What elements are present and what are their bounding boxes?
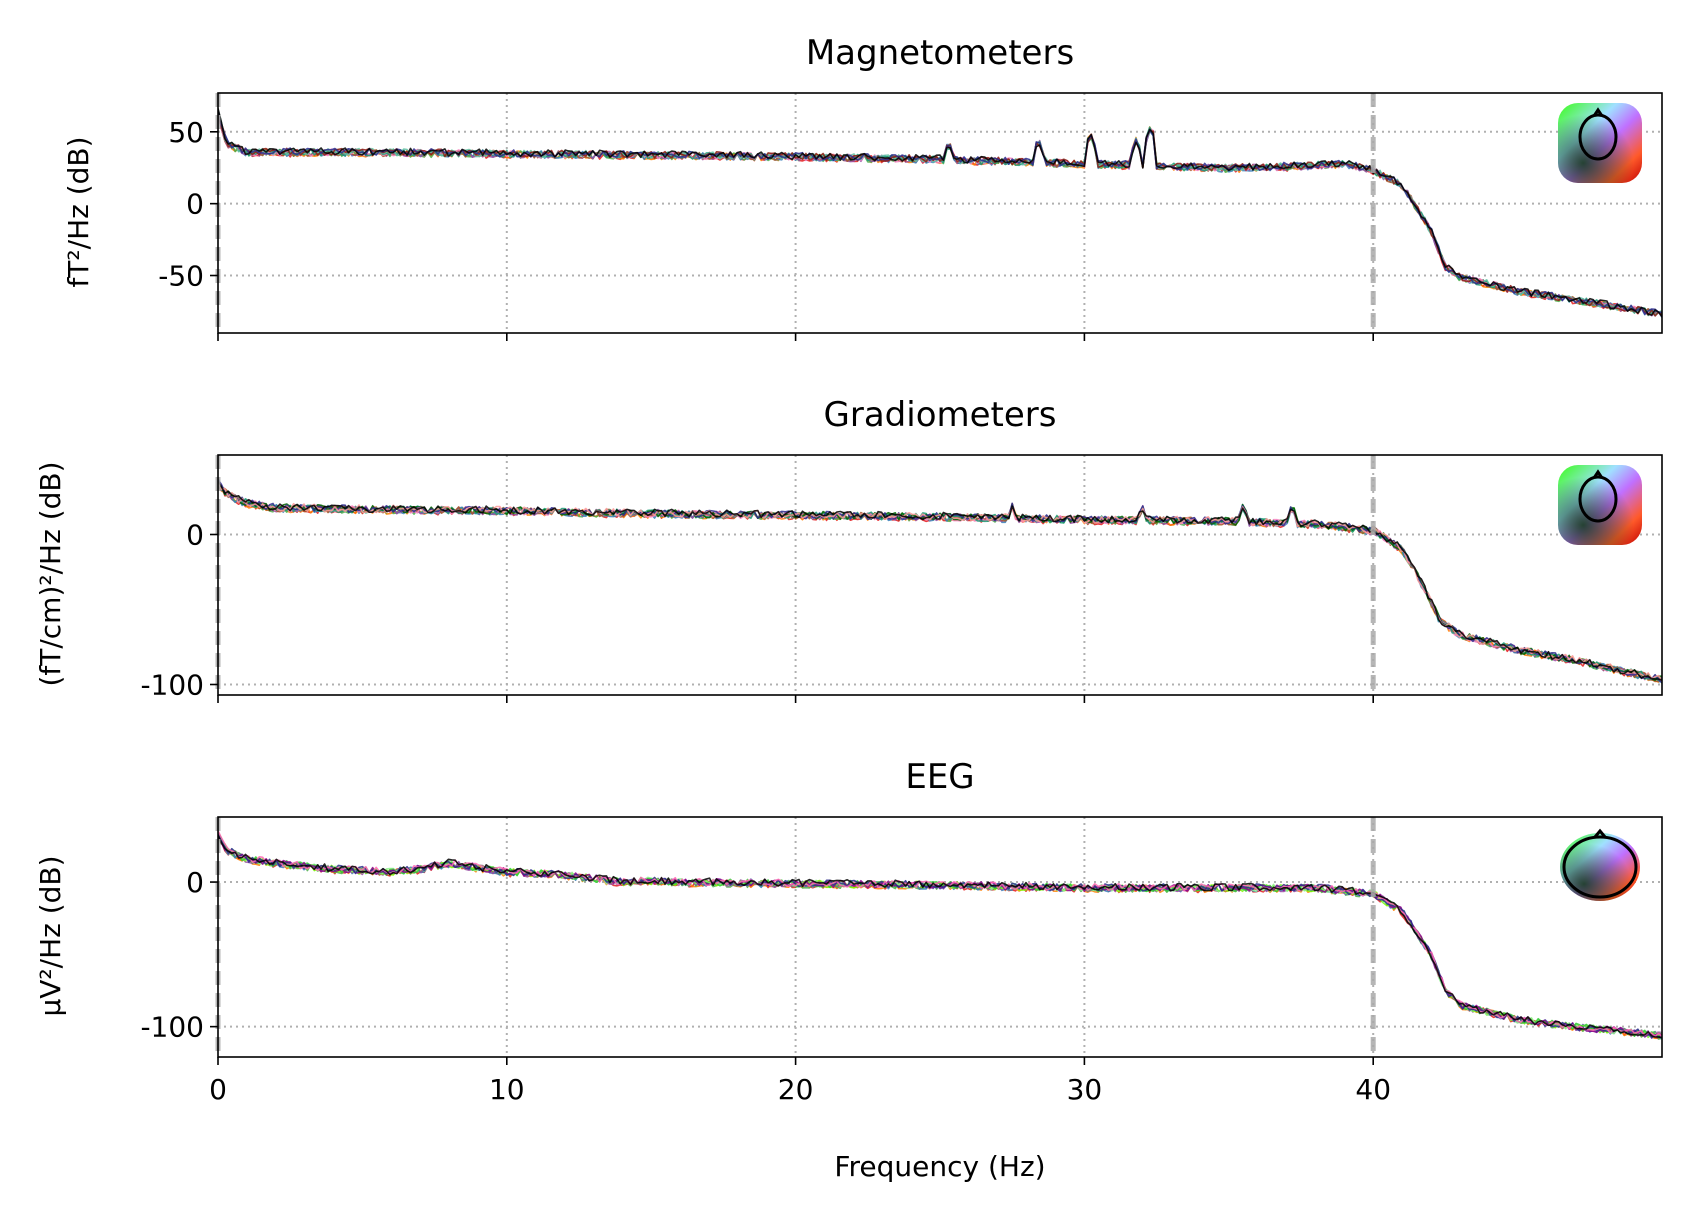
sensor-trace [218, 110, 1662, 315]
panel-gradiometers: Gradiometers (fT/cm)²/Hz (dB) 0 -100 [34, 395, 1663, 703]
sensor-trace [218, 111, 1662, 315]
x-tick-label: 20 [778, 1073, 814, 1106]
axes-frame [217, 454, 1663, 696]
sensor-trace [218, 837, 1662, 1040]
sensor-trace [218, 113, 1662, 317]
sensor-trace [218, 108, 1662, 318]
y-tick-label: 0 [186, 866, 204, 899]
sensor-trace [218, 835, 1662, 1040]
y-tick-label: -100 [140, 1011, 204, 1044]
y-axis-label: (fT/cm)²/Hz (dB) [34, 461, 67, 686]
y-tick-label: 0 [186, 519, 204, 552]
sensor-trace [218, 836, 1662, 1039]
sensor-trace [218, 111, 1662, 317]
sensor-trace [218, 113, 1662, 317]
x-tick-label: 0 [209, 1073, 227, 1106]
traces [218, 108, 1662, 318]
sensor-trace [218, 109, 1662, 317]
panel-title: EEG [905, 757, 974, 797]
y-tick-label: -50 [158, 260, 204, 293]
x-tick-label: 40 [1355, 1073, 1391, 1106]
sensor-trace [218, 110, 1662, 316]
axes-frame [217, 92, 1663, 334]
y-tick-label: 50 [168, 116, 204, 149]
sensor-topomap-inset [1560, 828, 1640, 901]
y-tick-label: 0 [186, 188, 204, 221]
axes-frame [217, 816, 1663, 1058]
sensor-topomap-inset [1558, 103, 1642, 183]
panel-title: Magnetometers [806, 33, 1074, 73]
traces [218, 830, 1662, 1040]
sensor-trace [218, 109, 1662, 315]
sensor-trace [218, 480, 1662, 681]
panel-title: Gradiometers [824, 395, 1057, 435]
y-axis-label: fT²/Hz (dB) [62, 136, 95, 287]
sensor-trace [218, 834, 1662, 1039]
y-axis-label: μV²/Hz (dB) [34, 855, 67, 1016]
sensor-topomap-inset [1558, 465, 1642, 545]
sensor-trace [218, 115, 1662, 318]
sensor-trace [218, 114, 1662, 317]
x-tick-label: 10 [489, 1073, 525, 1106]
x-tick-label: 30 [1067, 1073, 1103, 1106]
panel-magnetometers: Magnetometers fT²/Hz (dB) 50 0 -50 [62, 33, 1663, 341]
sensor-trace [218, 112, 1662, 317]
traces [218, 478, 1662, 684]
y-tick-label: -100 [140, 669, 204, 702]
x-axis-label: Frequency (Hz) [834, 1150, 1045, 1183]
